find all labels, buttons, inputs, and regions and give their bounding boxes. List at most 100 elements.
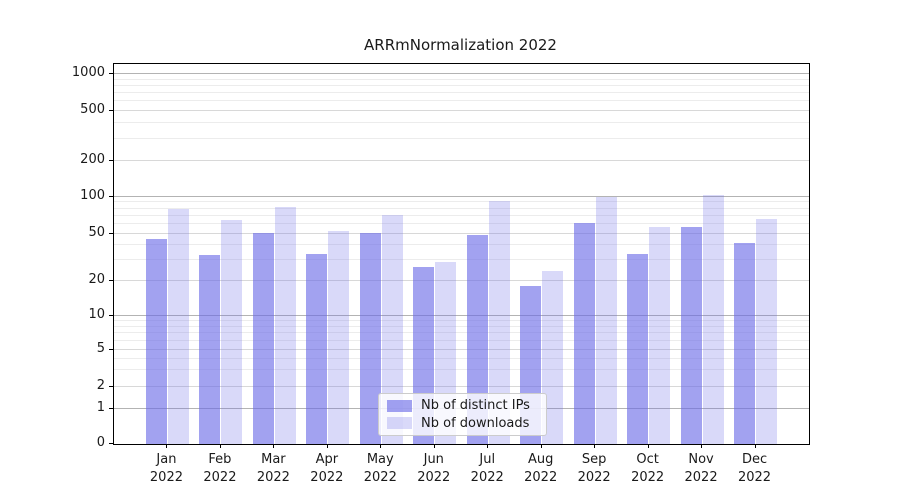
bar-distinct-ips	[306, 253, 328, 444]
bar-downloads	[756, 219, 778, 444]
y-gridline	[114, 195, 809, 197]
legend-label-downloads: Nb of downloads	[421, 415, 530, 431]
bar-distinct-ips	[466, 234, 488, 444]
bar-distinct-ips	[627, 253, 649, 444]
bar-downloads	[167, 208, 189, 444]
y-minor-gridline	[114, 207, 809, 209]
x-tick-mark	[433, 444, 435, 448]
y-tick-label: 50	[88, 224, 105, 240]
y-gridline	[114, 279, 809, 281]
y-tick-label: 1	[96, 399, 105, 415]
y-gridline	[114, 385, 809, 387]
y-minor-gridline	[114, 223, 809, 225]
x-tick-label: Dec 2022	[737, 452, 772, 485]
x-tick-mark	[273, 444, 275, 448]
plot-area	[113, 63, 810, 445]
bar-distinct-ips	[359, 232, 381, 444]
y-minor-gridline	[114, 369, 809, 371]
legend-swatch-downloads-icon	[387, 417, 412, 430]
y-gridline	[114, 349, 809, 351]
x-tick-label: Mar 2022	[256, 452, 290, 485]
x-tick-mark	[754, 444, 756, 448]
y-tick-mark	[109, 279, 113, 281]
bar-downloads	[542, 271, 564, 444]
y-minor-gridline	[114, 258, 809, 260]
y-tick-mark	[109, 385, 113, 387]
y-minor-gridline	[114, 332, 809, 334]
x-tick-label: Apr 2022	[310, 452, 344, 485]
y-minor-gridline	[114, 340, 809, 342]
x-tick-mark	[219, 444, 221, 448]
y-tick-label: 1000	[71, 64, 105, 80]
chart-title: ARRmNormalization 2022	[364, 36, 557, 54]
x-tick-label: Jun 2022	[417, 452, 451, 485]
y-tick-label: 10	[88, 306, 105, 322]
x-tick-label: Jul 2022	[470, 452, 504, 485]
x-tick-label: May 2022	[363, 452, 397, 485]
legend-swatch-distinct-ips-icon	[387, 399, 412, 412]
x-tick-label: Oct 2022	[631, 452, 665, 485]
y-tick-label: 0	[96, 435, 105, 450]
y-tick-label: 200	[80, 152, 105, 168]
y-minor-gridline	[114, 358, 809, 360]
x-tick-mark	[594, 444, 596, 448]
legend-label-distinct-ips: Nb of distinct IPs	[421, 398, 530, 414]
y-tick-label: 5	[96, 341, 105, 357]
y-minor-gridline	[114, 214, 809, 216]
y-tick-label: 20	[88, 271, 105, 287]
bar-distinct-ips	[145, 239, 167, 444]
bar-downloads	[649, 226, 671, 444]
bar-distinct-ips	[252, 232, 274, 444]
y-minor-gridline	[114, 84, 809, 86]
y-tick-mark	[109, 443, 113, 444]
x-tick-label: Jan 2022	[149, 452, 183, 485]
x-tick-label: Feb 2022	[203, 452, 237, 485]
bar-distinct-ips	[734, 242, 756, 444]
bar-downloads	[488, 201, 510, 444]
y-minor-gridline	[114, 100, 809, 102]
y-tick-label: 500	[80, 101, 105, 117]
x-tick-mark	[487, 444, 489, 448]
x-tick-mark	[540, 444, 542, 448]
y-minor-gridline	[114, 138, 809, 140]
x-tick-mark	[701, 444, 703, 448]
bar-downloads	[381, 215, 403, 444]
y-gridline	[114, 160, 809, 162]
y-minor-gridline	[114, 78, 809, 80]
x-tick-label: Aug 2022	[524, 452, 558, 485]
y-minor-gridline	[114, 92, 809, 94]
y-tick-mark	[109, 349, 113, 351]
y-gridline	[114, 109, 809, 111]
y-minor-gridline	[114, 201, 809, 203]
bar-downloads	[328, 230, 350, 444]
bar-distinct-ips	[680, 226, 702, 444]
y-minor-gridline	[114, 244, 809, 246]
x-tick-label: Nov 2022	[684, 452, 718, 485]
y-tick-mark	[109, 72, 113, 74]
y-tick-label: 100	[80, 187, 105, 203]
bar-downloads	[702, 195, 724, 444]
y-tick-label: 2	[96, 377, 105, 393]
bar-downloads	[595, 197, 617, 444]
legend-row-downloads: Nb of downloads	[387, 416, 538, 431]
y-tick-mark	[109, 232, 113, 234]
x-tick-mark	[380, 444, 382, 448]
y-tick-mark	[109, 314, 113, 316]
x-tick-mark	[647, 444, 649, 448]
bar-distinct-ips	[199, 255, 221, 444]
y-gridline	[114, 314, 809, 316]
legend: Nb of distinct IPs Nb of downloads	[378, 393, 547, 436]
y-gridline	[114, 232, 809, 234]
y-gridline	[114, 73, 809, 74]
y-tick-mark	[109, 407, 113, 409]
x-tick-mark	[166, 444, 168, 448]
y-tick-mark	[109, 160, 113, 162]
y-minor-gridline	[114, 325, 809, 327]
x-tick-label: Sep 2022	[577, 452, 611, 485]
y-minor-gridline	[114, 122, 809, 124]
bar-downloads	[274, 206, 296, 444]
legend-row-distinct-ips: Nb of distinct IPs	[387, 398, 538, 413]
bar-distinct-ips	[573, 223, 595, 444]
y-minor-gridline	[114, 319, 809, 321]
